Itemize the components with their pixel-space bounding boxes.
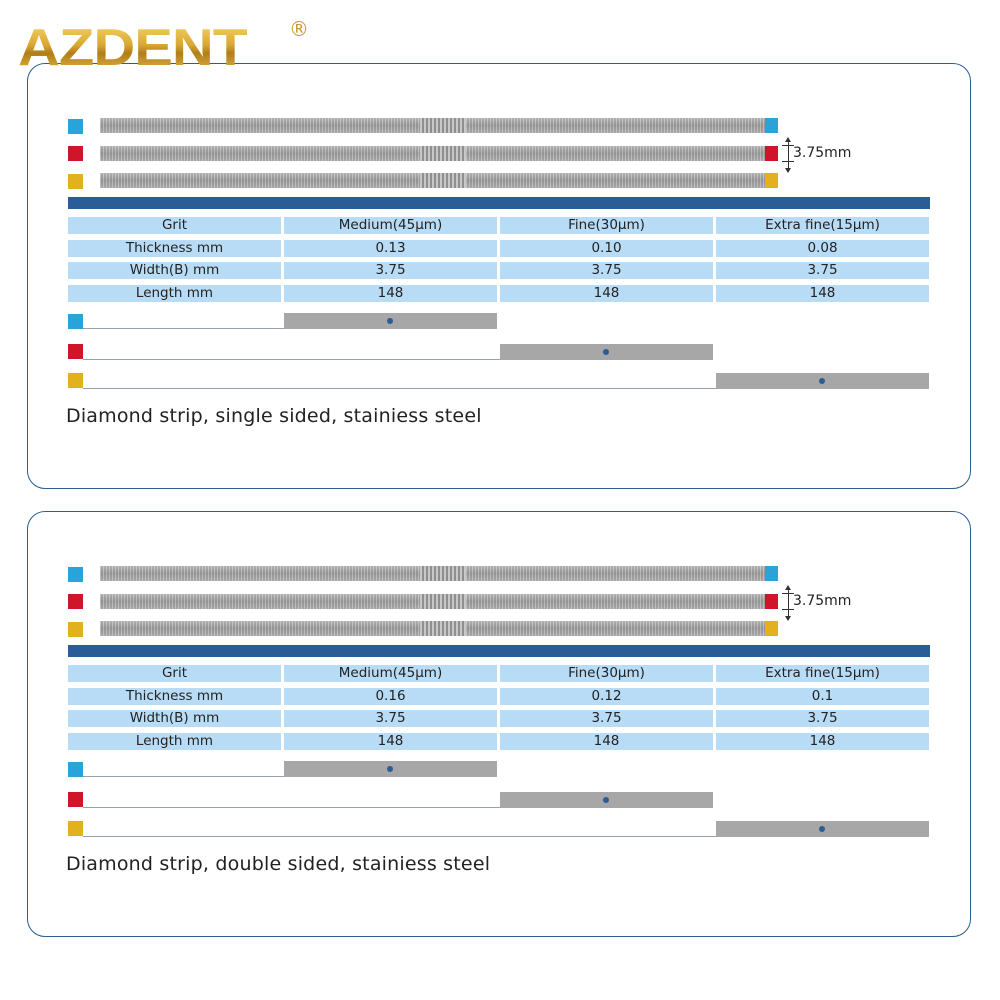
registered-mark: ® <box>289 17 309 41</box>
medium-grit-bar <box>284 313 497 329</box>
table-row: Thickness mm 0.16 0.12 0.1 <box>68 688 930 705</box>
table-cell: 148 <box>284 733 497 750</box>
header-fine: Fine(30μm) <box>500 217 713 234</box>
header-medium: Medium(45μm) <box>284 217 497 234</box>
extra-fine-grit-dot <box>819 378 825 384</box>
row-label: Length mm <box>68 733 281 750</box>
table-cell: 148 <box>716 733 929 750</box>
product-caption: Diamond strip, single sided, stainiess s… <box>66 405 482 427</box>
table-cell: 0.1 <box>716 688 929 705</box>
table-cell: 0.10 <box>500 240 713 257</box>
extra-fine-grit-bar <box>716 821 929 837</box>
width-dimension-label: 3.75mm <box>793 593 852 609</box>
dimension-arrow-down-icon <box>785 168 791 173</box>
medium-indicator-swatch <box>68 762 83 777</box>
fine-indicator-swatch <box>68 344 83 359</box>
table-header-bar <box>68 197 930 209</box>
row-label: Width(B) mm <box>68 710 281 727</box>
strip-medium-image <box>100 566 778 581</box>
row-label: Thickness mm <box>68 688 281 705</box>
extra-fine-grit-bar <box>716 373 929 389</box>
medium-indicator-swatch <box>68 314 83 329</box>
product-panel-single-sided: 3.75mm Grit Medium(45μm) Fine(30μm) Extr… <box>27 63 971 489</box>
fine-indicator-line <box>83 359 501 360</box>
dimension-line <box>788 142 789 172</box>
fine-grit-dot <box>603 797 609 803</box>
header-medium: Medium(45μm) <box>284 665 497 682</box>
width-dimension-label: 3.75mm <box>793 145 852 161</box>
strip-extra-fine-image <box>100 621 778 636</box>
table-cell: 3.75 <box>500 710 713 727</box>
product-panel-double-sided: 3.75mm Grit Medium(45μm) Fine(30μm) Extr… <box>27 511 971 937</box>
table-cell: 3.75 <box>716 710 929 727</box>
extra-fine-indicator-swatch <box>68 373 83 388</box>
table-cell: 148 <box>500 285 713 302</box>
row-label: Width(B) mm <box>68 262 281 279</box>
medium-grit-bar <box>284 761 497 777</box>
medium-indicator-line <box>83 776 285 777</box>
table-cell: 3.75 <box>500 262 713 279</box>
header-extra-fine: Extra fine(15μm) <box>716 665 929 682</box>
product-caption: Diamond strip, double sided, stainiess s… <box>66 853 491 875</box>
fine-indicator-line <box>83 807 501 808</box>
table-header-row: Grit Medium(45μm) Fine(30μm) Extra fine(… <box>68 217 930 234</box>
strip-fine-image <box>100 594 778 609</box>
medium-grit-dot <box>387 318 393 324</box>
table-cell: 0.16 <box>284 688 497 705</box>
fine-color-swatch <box>68 146 83 161</box>
table-cell: 148 <box>716 285 929 302</box>
table-cell: 3.75 <box>284 262 497 279</box>
fine-grit-dot <box>603 349 609 355</box>
fine-grit-bar <box>500 344 713 360</box>
table-cell: 0.13 <box>284 240 497 257</box>
strip-extra-fine-image <box>100 173 778 188</box>
strip-fine-image <box>100 146 778 161</box>
extra-fine-indicator-line <box>83 836 717 837</box>
row-label: Length mm <box>68 285 281 302</box>
medium-indicator-line <box>83 328 285 329</box>
medium-grit-dot <box>387 766 393 772</box>
dimension-arrow-down-icon <box>785 616 791 621</box>
extra-fine-grit-dot <box>819 826 825 832</box>
fine-color-swatch <box>68 594 83 609</box>
dimension-arrow-up-icon <box>785 137 791 142</box>
row-label: Thickness mm <box>68 240 281 257</box>
table-header-row: Grit Medium(45μm) Fine(30μm) Extra fine(… <box>68 665 930 682</box>
table-row: Thickness mm 0.13 0.10 0.08 <box>68 240 930 257</box>
table-cell: 148 <box>284 285 497 302</box>
extra-fine-color-swatch <box>68 174 83 189</box>
table-row: Length mm 148 148 148 <box>68 733 930 750</box>
table-row: Width(B) mm 3.75 3.75 3.75 <box>68 262 930 279</box>
table-header-bar <box>68 645 930 657</box>
table-cell: 3.75 <box>284 710 497 727</box>
extra-fine-color-swatch <box>68 622 83 637</box>
fine-indicator-swatch <box>68 792 83 807</box>
table-cell: 3.75 <box>716 262 929 279</box>
extra-fine-indicator-line <box>83 388 717 389</box>
table-cell: 0.08 <box>716 240 929 257</box>
medium-color-swatch <box>68 567 83 582</box>
dimension-line <box>788 590 789 620</box>
dimension-arrow-up-icon <box>785 585 791 590</box>
table-cell: 148 <box>500 733 713 750</box>
extra-fine-indicator-swatch <box>68 821 83 836</box>
header-grit: Grit <box>68 665 281 682</box>
header-extra-fine: Extra fine(15μm) <box>716 217 929 234</box>
header-fine: Fine(30μm) <box>500 665 713 682</box>
header-grit: Grit <box>68 217 281 234</box>
strip-medium-image <box>100 118 778 133</box>
table-cell: 0.12 <box>500 688 713 705</box>
table-row: Width(B) mm 3.75 3.75 3.75 <box>68 710 930 727</box>
fine-grit-bar <box>500 792 713 808</box>
medium-color-swatch <box>68 119 83 134</box>
table-row: Length mm 148 148 148 <box>68 285 930 302</box>
brand-logo: AZDENT <box>18 18 248 77</box>
